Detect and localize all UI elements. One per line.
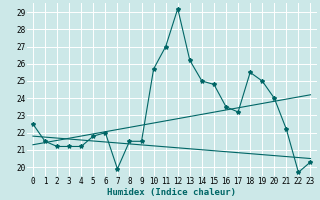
X-axis label: Humidex (Indice chaleur): Humidex (Indice chaleur) xyxy=(107,188,236,197)
